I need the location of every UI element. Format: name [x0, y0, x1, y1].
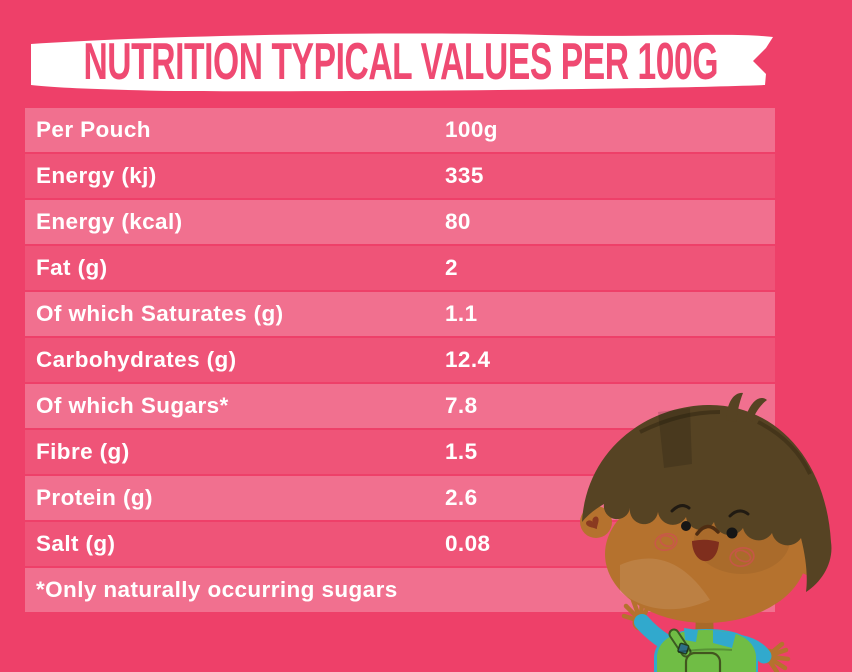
- cheek-scribbles: [654, 532, 755, 567]
- table-row: Energy (kj) 335: [25, 154, 775, 198]
- boy-mouth: [692, 539, 719, 562]
- row-label: Of which Sugars*: [36, 393, 229, 418]
- row-value: 335: [445, 163, 484, 188]
- table-row: Per Pouch 100g: [25, 108, 775, 152]
- table-row: Fat (g) 2: [25, 246, 775, 290]
- row-value: 12.4: [445, 347, 491, 372]
- overalls-buckle: [677, 642, 690, 655]
- row-value: 2.6: [445, 485, 478, 510]
- table-row: Energy (kcal) 80: [25, 200, 775, 244]
- table-row: Of which Saturates (g) 1.1: [25, 292, 775, 336]
- banner-brushstroke-shape: [31, 33, 773, 92]
- cartoon-boy-illustration: [580, 392, 832, 672]
- page-title: NUTRITION TYPICAL VALUES PER 100G: [83, 32, 719, 90]
- row-value: 1.5: [445, 439, 478, 464]
- row-label: Salt (g): [36, 531, 116, 556]
- row-label: Per Pouch: [36, 117, 151, 142]
- row-value: 80: [445, 209, 471, 234]
- table-row: Carbohydrates (g) 12.4: [25, 338, 775, 382]
- row-label: Energy (kcal): [36, 209, 183, 234]
- boy-hair: [582, 392, 832, 592]
- row-label: Of which Saturates (g): [36, 301, 284, 326]
- row-label: Fat (g): [36, 255, 108, 280]
- title-banner: NUTRITION TYPICAL VALUES PER 100G: [25, 28, 777, 96]
- row-value: 0.08: [445, 531, 491, 556]
- row-label: Protein (g): [36, 485, 153, 510]
- row-value: 7.8: [445, 393, 478, 418]
- row-label: Energy (kj): [36, 163, 157, 188]
- boy-facial-features: [654, 504, 755, 567]
- row-label: Fibre (g): [36, 439, 130, 464]
- footnote-text: *Only naturally occurring sugars: [36, 577, 398, 602]
- boy-torso: [654, 628, 758, 672]
- row-value: 1.1: [445, 301, 478, 326]
- overalls-pocket: [684, 651, 722, 672]
- row-value: 100g: [445, 117, 498, 142]
- row-label: Carbohydrates (g): [36, 347, 237, 372]
- row-value: 2: [445, 255, 458, 280]
